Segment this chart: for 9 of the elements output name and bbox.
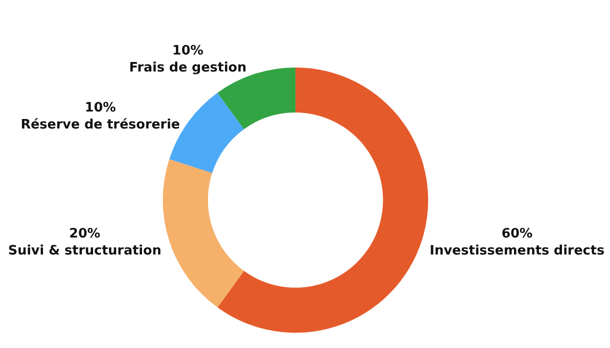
slice-label: Investissements directs bbox=[430, 244, 605, 259]
data-label: 10% bbox=[172, 44, 204, 59]
donut-slice bbox=[163, 159, 244, 308]
slice-label: Frais de gestion bbox=[129, 60, 246, 76]
data-label: 60% bbox=[501, 226, 533, 242]
slice-label: Suivi & structuration bbox=[8, 244, 162, 259]
data-label: 20% bbox=[69, 226, 100, 242]
slice-label: Réserve de trésorerie bbox=[20, 118, 180, 133]
data-label: 10% bbox=[84, 100, 116, 116]
